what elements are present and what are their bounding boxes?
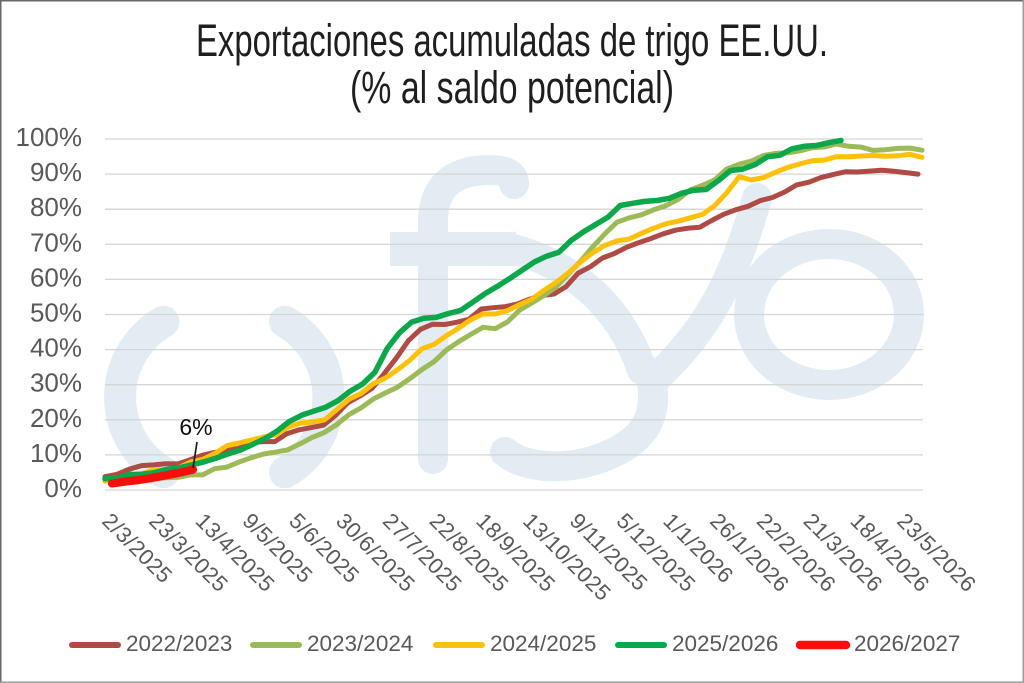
svg-text:6%: 6% [179, 414, 212, 440]
svg-text:0%: 0% [44, 473, 82, 503]
svg-text:40%: 40% [30, 333, 82, 363]
svg-text:20%: 20% [30, 403, 82, 433]
svg-text:2023/2024: 2023/2024 [307, 631, 413, 656]
svg-text:2022/2023: 2022/2023 [126, 631, 232, 656]
svg-text:30%: 30% [30, 368, 82, 398]
svg-text:50%: 50% [30, 298, 82, 328]
svg-text:2024/2025: 2024/2025 [490, 631, 596, 656]
svg-text:80%: 80% [30, 192, 82, 222]
svg-text:(% al saldo potencial): (% al saldo potencial) [350, 62, 674, 113]
svg-text:70%: 70% [30, 227, 82, 257]
svg-text:2026/2027: 2026/2027 [854, 631, 960, 656]
svg-text:2025/2026: 2025/2026 [672, 631, 778, 656]
svg-text:Exportaciones acumuladas de tr: Exportaciones acumuladas de trigo EE.UU. [196, 15, 828, 66]
svg-text:10%: 10% [30, 438, 82, 468]
svg-text:60%: 60% [30, 262, 82, 292]
svg-text:90%: 90% [30, 157, 82, 187]
svg-text:100%: 100% [16, 122, 83, 152]
